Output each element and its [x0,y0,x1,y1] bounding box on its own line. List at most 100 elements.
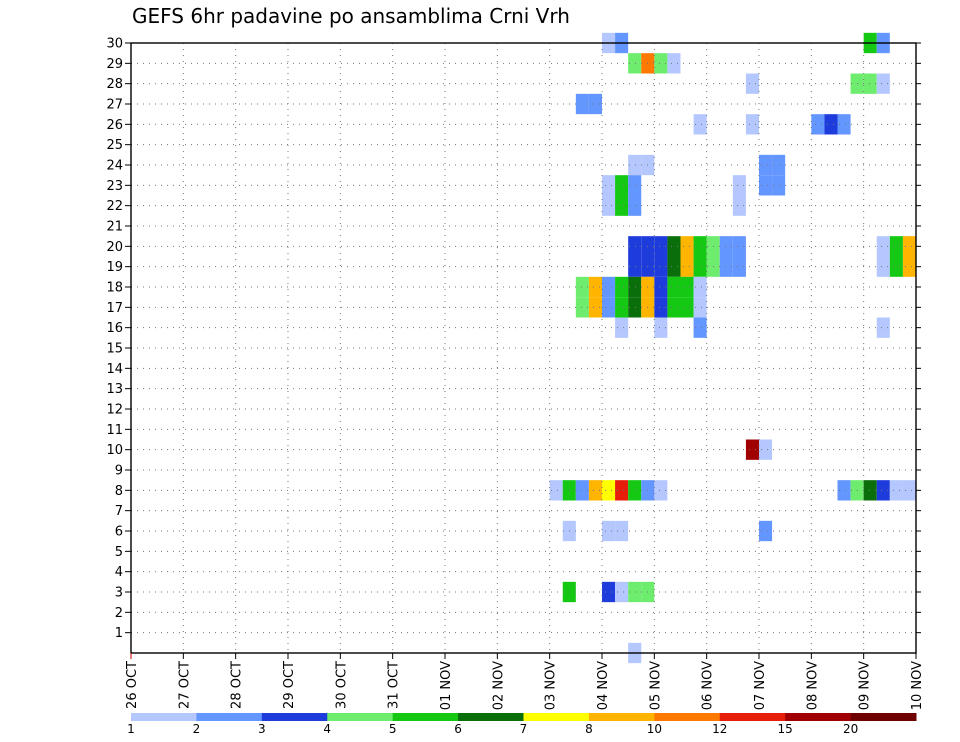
precip-cell [680,256,694,277]
y-tick-label: 3 [115,586,123,601]
precip-cell [654,276,668,298]
precip-cell [615,297,629,318]
legend-label: 8 [585,722,593,736]
y-tick-label: 8 [115,484,123,499]
precip-cell [876,317,890,338]
precip-cell [615,276,629,298]
precip-cell [615,317,629,338]
y-tick-label: 27 [106,98,123,113]
x-tick-label: 08 NOV [805,661,820,710]
precip-cell [602,276,616,298]
y-tick-label: 21 [106,220,123,235]
precip-cell [602,175,616,196]
y-tick-label: 10 [106,443,123,458]
precip-cell [863,73,877,94]
y-tick-label: 23 [106,179,123,194]
x-tick-label: 28 OCT [230,661,245,709]
precip-cell [693,297,707,318]
precip-cell [719,256,733,277]
legend-label: 6 [454,722,462,736]
y-tick-label: 20 [106,240,123,255]
y-tick-label: 1 [115,626,123,641]
precip-cell [732,195,746,216]
precip-cell [876,236,890,257]
y-tick-label: 30 [106,37,123,52]
precip-cell [628,236,642,257]
precip-cell [876,73,890,94]
precip-cell [575,93,589,115]
precip-cell [654,236,668,257]
precip-cell [680,297,694,318]
precip-cell [902,256,916,277]
legend-swatch [719,713,786,721]
precip-cell [889,256,903,277]
precip-cell [654,297,668,318]
precip-cell [837,114,851,135]
precip-cell [575,276,589,298]
legend-label: 4 [323,722,331,736]
color-legend: 1 2 3 4 5 6 7 8 10 12 15 20 [127,713,917,736]
legend-label: 3 [258,722,266,736]
y-tick-label: 16 [106,321,123,336]
legend-label: 1 [127,722,135,736]
cells-layer [549,32,916,664]
precip-cell [876,480,890,501]
legend-label: 12 [712,722,727,736]
legend-swatch [392,713,459,721]
precip-cell [759,154,773,176]
legend-swatch [588,713,655,721]
y-tick-label: 29 [106,57,123,72]
precip-cell [602,581,616,603]
precip-cell [654,480,668,501]
precip-cell [667,256,681,277]
y-tick-label: 18 [106,281,123,296]
x-tick-label: 29 OCT [282,661,297,709]
x-tick-label: 30 OCT [334,661,349,709]
precip-cell [615,480,629,501]
y-tick-label: 24 [106,159,123,174]
legend-swatch [261,713,328,721]
precip-cell [628,175,642,196]
y-tick-label: 12 [106,403,123,418]
legend-label: 10 [647,722,662,736]
precip-cell [732,256,746,277]
y-axis: 1234567891011121314151617181920212223242… [106,37,921,641]
y-tick-label: 2 [115,606,123,621]
precip-cell [628,480,642,501]
precip-cell [759,520,773,542]
x-tick-label: 01 NOV [439,661,454,710]
y-tick-label: 7 [115,504,123,519]
grid-layer [131,42,916,653]
precip-cell [759,439,773,460]
legend-label: 15 [778,722,793,736]
precip-cell [654,53,668,74]
precip-cell [811,114,825,135]
precip-cell [745,439,759,460]
legend-swatch [196,713,263,721]
y-tick-label: 6 [115,525,123,540]
y-tick-label: 15 [106,342,123,357]
precip-cell [667,53,681,74]
precip-cell [759,175,773,196]
precip-cell [575,480,589,501]
precip-cell [745,114,759,135]
precip-cell [837,480,851,501]
precip-cell [628,581,642,603]
legend-label: 5 [389,722,397,736]
precip-cell [615,520,629,542]
y-tick-label: 11 [106,423,123,438]
x-tick-label: 06 NOV [701,661,716,710]
legend-swatch [327,713,394,721]
x-tick-label: 02 NOV [491,661,506,710]
y-tick-label: 28 [106,77,123,92]
precip-cell [588,480,602,501]
y-tick-label: 26 [106,118,123,133]
precip-cell [772,154,786,176]
precip-cell [732,236,746,257]
legend-swatch [850,713,917,721]
precip-cell [628,154,642,176]
precip-cell [693,317,707,338]
x-tick-label: 26 OCT [125,661,140,709]
precip-cell [602,520,616,542]
y-tick-label: 4 [115,565,123,580]
